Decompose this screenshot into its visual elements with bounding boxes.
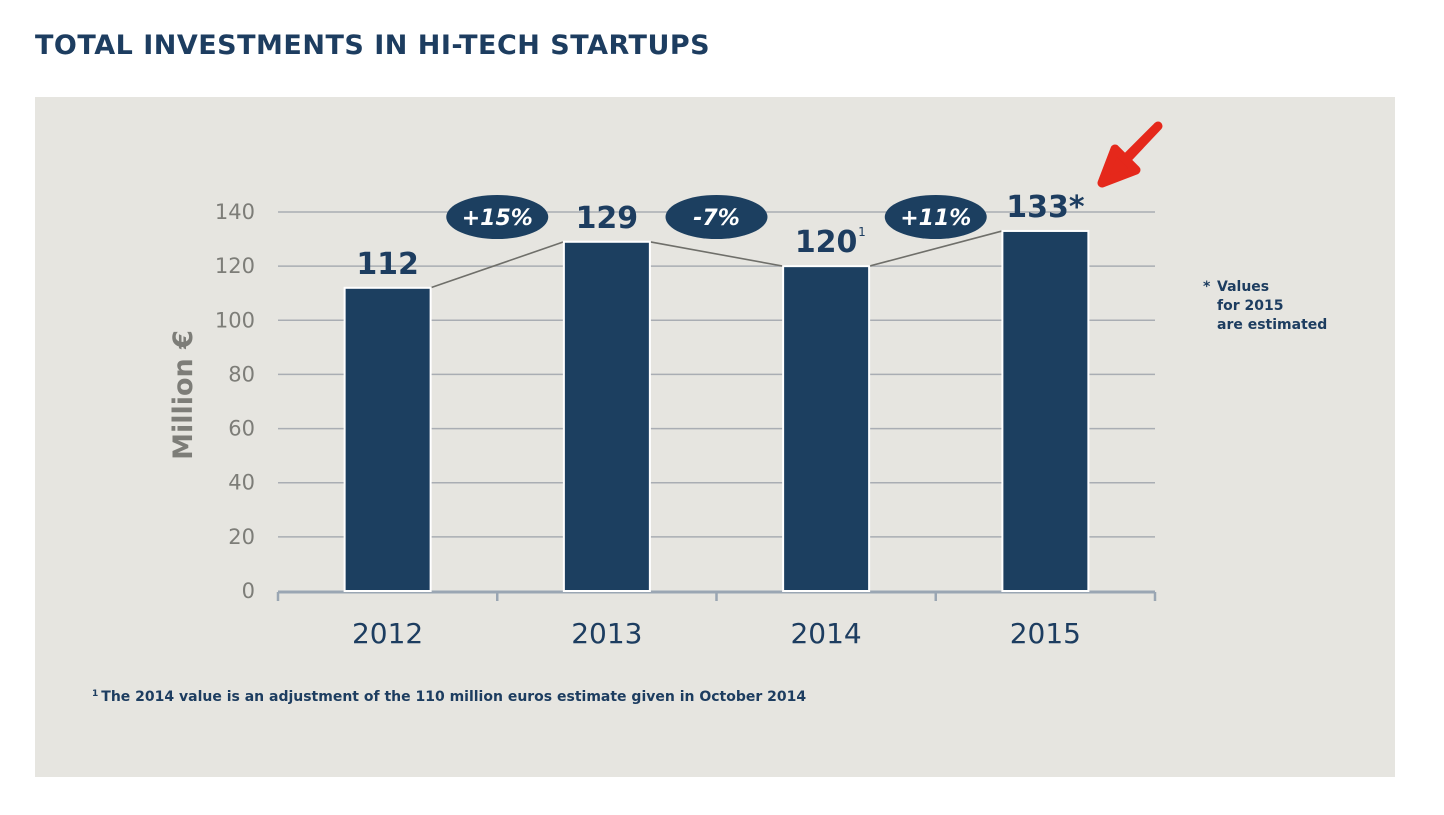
x-tick-label: 2014 (790, 617, 861, 650)
y-axis-label: Million € (168, 330, 199, 460)
y-tick-label: 0 (242, 579, 255, 603)
bar (782, 265, 871, 592)
red-arrow-icon (1097, 121, 1163, 188)
y-tick-label: 40 (228, 471, 255, 495)
change-badge (665, 195, 768, 239)
change-connector (868, 230, 1003, 267)
change-label: +15% (462, 206, 533, 231)
y-tick-label: 100 (215, 308, 255, 332)
data-label: 133* (1006, 190, 1085, 225)
change-label: -7% (693, 206, 739, 231)
data-label: 129 (576, 201, 639, 236)
note-line: Values (1217, 279, 1270, 295)
data-label: 120 (795, 225, 858, 260)
page-title: TOTAL INVESTMENTS IN HI-TECH STARTUPS (35, 30, 711, 61)
footnote: 1 The 2014 value is an adjustment of the … (92, 689, 806, 705)
data-label-superscript: 1 (858, 225, 866, 239)
bar (562, 240, 651, 592)
data-label: 112 (356, 247, 419, 282)
footnote-text: The 2014 value is an adjustment of the 1… (101, 689, 807, 705)
y-tick-label: 80 (228, 362, 255, 386)
x-tick-label: 2013 (571, 617, 642, 650)
x-tick-label: 2015 (1010, 617, 1081, 650)
note-line: for 2015 (1217, 298, 1284, 314)
note-line: are estimated (1217, 317, 1328, 333)
bar (343, 286, 432, 592)
change-badge (446, 195, 549, 239)
estimate-note: * Values for 2015 are estimated (1203, 278, 1328, 335)
y-tick-label: 120 (215, 254, 255, 278)
x-tick-label: 2012 (352, 617, 423, 650)
y-tick-label: 140 (215, 200, 255, 224)
change-connector (649, 240, 784, 267)
footnote-marker: 1 (92, 689, 99, 699)
change-label: +11% (900, 206, 971, 231)
y-tick-label: 20 (228, 525, 255, 549)
change-connector (430, 241, 565, 289)
note-star: * (1203, 279, 1211, 295)
change-badge (884, 195, 987, 239)
bar (1001, 229, 1090, 592)
y-tick-label: 60 (228, 417, 255, 441)
